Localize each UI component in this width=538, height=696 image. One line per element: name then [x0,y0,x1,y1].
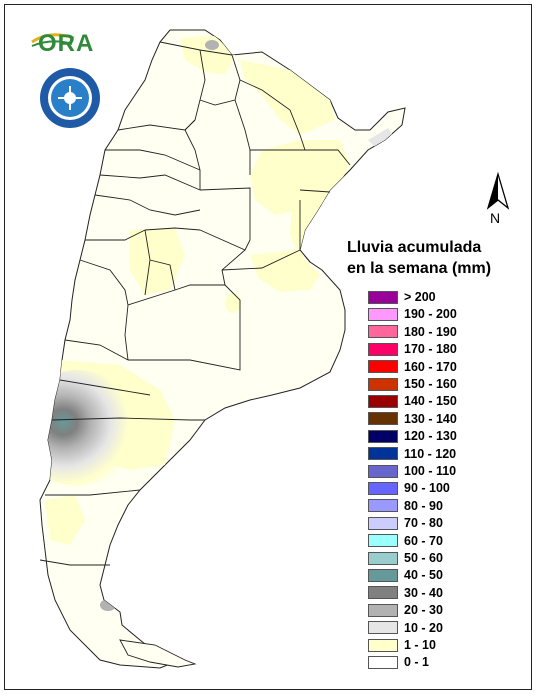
rain-zone-buenos-aires [250,250,320,292]
ora-logo: ORA [30,28,112,62]
legend-swatch [368,464,398,478]
north-arrow-label: N [490,210,501,226]
legend-swatch [368,412,398,426]
legend-item: 100 - 110 [368,463,456,479]
legend-item: 130 - 140 [368,411,457,427]
legend-title-line1: Lluvia acumulada [347,239,482,256]
rain-zone-patagonia-south [45,495,85,545]
legend-item: 0 - 1 [368,654,429,670]
legend-item: 110 - 120 [368,446,456,462]
legend-item: 60 - 70 [368,533,443,549]
legend-swatch [368,377,398,391]
legend-swatch [368,307,398,321]
legend-swatch [368,325,398,339]
rain-zone-northeast [240,60,335,135]
province-boundaries [39,41,351,566]
legend-item: 80 - 90 [368,498,443,514]
legend-item: 120 - 130 [368,428,457,444]
legend-item: 150 - 160 [368,376,457,392]
legend-swatch [368,360,398,374]
legend-label: 20 - 30 [404,603,443,618]
legend-label: 60 - 70 [404,533,443,548]
legend-swatch [368,655,398,669]
legend-swatch [368,394,398,408]
legend-label: 140 - 150 [404,394,457,409]
legend-item: > 200 [368,289,436,305]
legend-swatch [368,290,398,304]
legend-label: 0 - 1 [404,655,430,670]
legend-swatch [368,621,398,635]
legend-label: 150 - 160 [404,377,457,391]
legend-item: 90 - 100 [368,480,450,496]
rain-spot-south [100,599,116,611]
rain-zone-north [180,36,235,75]
legend-item: 70 - 80 [368,515,443,531]
rain-max-andes [40,370,140,486]
legend-label: 190 - 200 [404,307,457,322]
legend-label: > 200 [404,290,436,304]
legend-item: 50 - 60 [368,550,443,566]
legend-label: 50 - 60 [404,551,443,565]
legend-item: 20 - 30 [368,602,443,618]
legend-label: 180 - 190 [404,324,457,339]
legend-swatch [368,603,398,617]
legend-label: 70 - 80 [404,516,443,531]
legend-label: 90 - 100 [404,481,450,496]
legend-item: 170 - 180 [368,341,457,357]
legend-item: 140 - 150 [368,393,457,409]
rain-zone-spot [225,293,241,313]
legend-swatch [368,568,398,582]
legend-item: 10 - 20 [368,620,443,636]
legend-label: 80 - 90 [404,498,443,513]
legend-item: 40 - 50 [368,567,443,583]
north-arrow-icon [486,172,510,210]
legend-swatch [368,534,398,548]
legend-label: 100 - 110 [404,464,457,478]
legend-item: 190 - 200 [368,306,457,322]
legend-swatch [368,586,398,600]
legend-swatch [368,481,398,495]
legend-item: 30 - 40 [368,585,443,601]
legend-item: 1 - 10 [368,637,436,653]
legend-swatch [368,342,398,356]
legend-label: 1 - 10 [404,638,436,652]
legend-swatch [368,429,398,443]
legend-label: 130 - 140 [404,411,457,426]
legend-swatch [368,499,398,513]
legend-label: 170 - 180 [404,342,457,357]
legend-label: 160 - 170 [404,359,457,374]
legend-label: 10 - 20 [404,620,443,635]
legend-swatch [368,551,398,565]
smn-seal-icon [38,66,102,130]
legend-label: 30 - 40 [404,585,443,600]
legend-swatch [368,638,398,652]
legend-title-line2: en la semana (mm) [347,260,492,277]
legend-item: 160 - 170 [368,359,457,375]
legend-title: Lluvia acumulada en la semana (mm) [347,237,517,279]
ora-logo-text: ORA [38,30,95,57]
legend-label: 110 - 120 [404,446,457,461]
map-frame [4,4,532,690]
legend-swatch [368,516,398,530]
legend-label: 120 - 130 [404,429,457,444]
legend-label: 40 - 50 [404,568,443,583]
tierra-del-fuego [119,639,197,668]
legend-item: 180 - 190 [368,324,457,340]
rain-zone-littoral [250,140,350,215]
rain-spot-misiones [368,128,395,150]
legend-swatch [368,447,398,461]
rain-spot-north [205,40,219,50]
